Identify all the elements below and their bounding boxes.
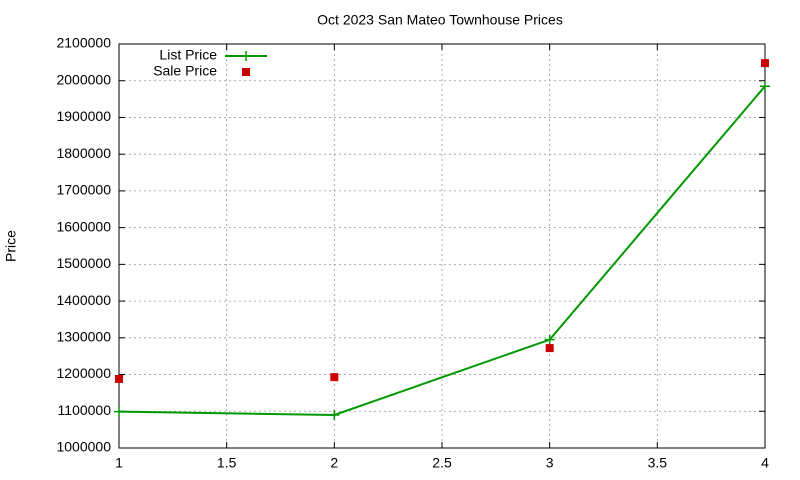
y-tick-label: 2000000 [56,71,111,87]
x-tick-label: 2.5 [432,455,452,471]
legend-label: Sale Price [153,63,217,79]
point [114,406,124,417]
point [115,374,123,383]
legend-marker [242,68,250,76]
y-tick-label: 1200000 [56,365,111,381]
y-tick-label: 1800000 [56,145,111,161]
y-tick-label: 1600000 [56,218,111,234]
x-tick-label: 1 [115,455,123,471]
point [761,59,769,68]
y-tick-label: 1000000 [56,439,111,455]
y-tick-label: 2100000 [56,35,111,51]
line [118,85,766,416]
y-tick-label: 1700000 [56,182,111,198]
y-tick-label: 1900000 [56,108,111,124]
x-tick-label: 3.5 [648,455,668,471]
point [330,373,339,382]
y-tick-label: 1400000 [56,292,111,308]
x-tick-label: 4 [761,455,769,471]
legend-label: List Price [159,47,217,63]
legend-marker [241,51,251,61]
x-tick-label: 3 [546,455,554,471]
plot-border [118,43,766,449]
x-tick-label: 2 [330,455,338,471]
y-tick-label: 1300000 [56,329,111,345]
point [544,334,555,345]
point [760,81,770,92]
y-axis-label: Price [3,230,19,262]
y-tick-label: 1100000 [58,402,112,418]
point [329,409,340,420]
chart-title: Oct 2023 San Mateo Townhouse Prices [317,12,563,28]
x-tick-label: 1.5 [217,455,237,471]
point [545,344,554,353]
y-tick-label: 1500000 [56,255,111,271]
